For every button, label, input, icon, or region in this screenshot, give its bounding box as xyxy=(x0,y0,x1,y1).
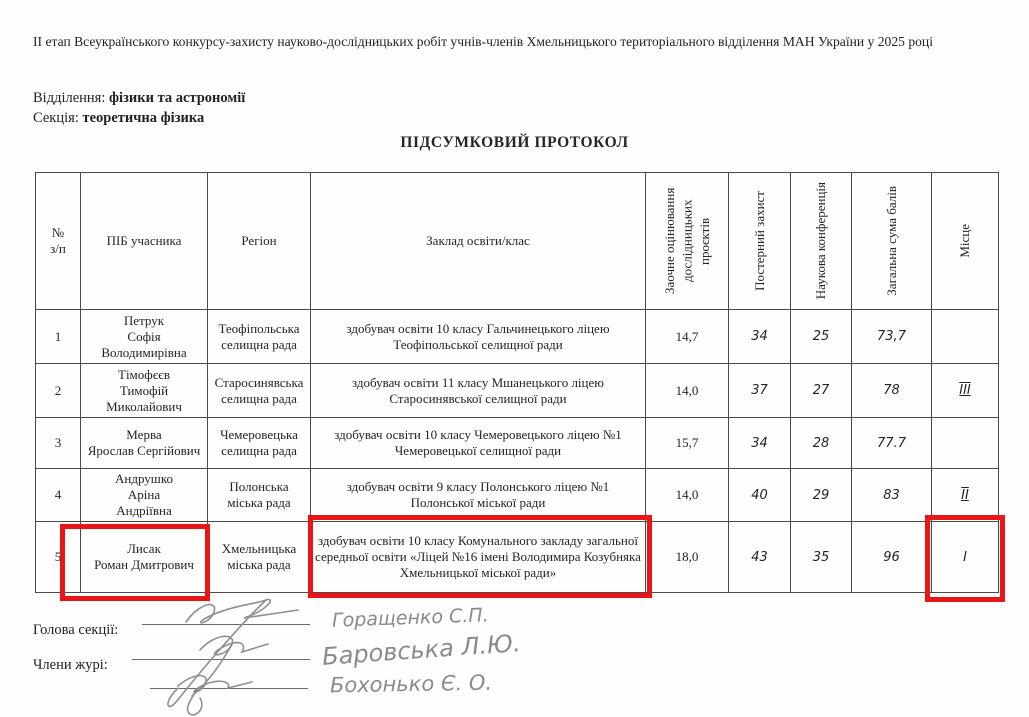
jury-members-label: Члени журі: xyxy=(33,657,108,673)
signature-scribble xyxy=(167,598,299,716)
cell-school: здобувач освіти 11 класу Мшанецького ліц… xyxy=(310,363,646,418)
protocol-title: ПІДСУМКОВИЙ ПРОТОКОЛ xyxy=(400,134,629,151)
section-line: Секція: теоретична фізика xyxy=(33,110,204,127)
cell-name: Тімофєєв Тимофій Миколайович xyxy=(80,363,208,418)
col-header-school: Заклад освіти/клас xyxy=(310,172,646,310)
col-header-region: Регіон xyxy=(207,172,311,310)
cell-name: Петрук Софія Володимирівна xyxy=(80,309,208,364)
cell-region: Старосинявська селищна рада xyxy=(207,363,311,418)
cell-total-score: 77.7 xyxy=(851,417,932,469)
cell-poster-score: 43 xyxy=(728,521,791,593)
cell-school: здобувач освіти 10 класу Чемеровецького … xyxy=(310,417,646,469)
cell-school: здобувач освіти 9 класу Полонського ліце… xyxy=(310,468,646,522)
cell-school: здобувач освіти 10 класу Комунального за… xyxy=(310,521,646,593)
highlight-box-winner-place xyxy=(925,515,1005,602)
division-value: фізики та астрономії xyxy=(109,90,246,106)
cell-num: 3 xyxy=(35,417,81,469)
cell-place xyxy=(931,417,999,469)
cell-remote-score: 14,7 xyxy=(645,309,729,364)
section-value: теоретична фізика xyxy=(82,110,205,126)
col-header-conference-score: Наукова конференція xyxy=(790,172,852,310)
signature-line xyxy=(142,624,310,625)
cell-conference-score: 28 xyxy=(790,417,852,469)
col-header-remote-score: Заочне оцінювання дослідницьких проєктів xyxy=(645,172,729,310)
cell-num: 1 xyxy=(35,309,81,364)
table-header-row: № з/п ПІБ учасника Регіон Заклад освіти/… xyxy=(35,172,999,310)
table-row: 3 Мерва Ярослав Сергійович Чемеровецька … xyxy=(35,417,999,469)
cell-place xyxy=(931,309,999,364)
signature-line xyxy=(132,659,310,660)
cell-conference-score: 29 xyxy=(790,468,852,522)
cell-remote-score: 14,0 xyxy=(645,468,729,522)
cell-name: Андрушко Аріна Андріївна xyxy=(80,468,208,522)
cell-region: Теофіпольська селищна рада xyxy=(207,309,311,364)
cell-poster-score: 37 xyxy=(728,363,791,418)
cell-total-score: 73,7 xyxy=(851,309,932,364)
table-row-winner: 5 Лисак Роман Дмитрович Хмельницька місь… xyxy=(35,521,999,593)
cell-remote-score: 18,0 xyxy=(645,521,729,593)
division-label: Відділення: xyxy=(33,90,106,106)
col-header-place: Місце xyxy=(931,172,999,310)
cell-region: Чемеровецька селищна рада xyxy=(207,417,311,469)
col-header-total-score: Загальна сума балів xyxy=(851,172,932,310)
cell-total-score: 96 xyxy=(851,521,932,593)
cell-place: ІІ xyxy=(931,468,999,522)
section-head-label: Голова секції: xyxy=(33,622,119,638)
cell-poster-score: 34 xyxy=(728,417,791,469)
cell-num: 5 xyxy=(35,521,81,593)
cell-region: Полонська міська рада xyxy=(207,468,311,522)
col-header-name: ПІБ учасника xyxy=(80,172,208,310)
cell-total-score: 78 xyxy=(851,363,932,418)
table-row: 4 Андрушко Аріна Андріївна Полонська міс… xyxy=(35,468,999,522)
section-label: Секція: xyxy=(33,110,79,126)
cell-conference-score: 27 xyxy=(790,363,852,418)
cell-place: І xyxy=(931,521,999,593)
col-header-num: № з/п xyxy=(35,172,81,310)
cell-school: здобувач освіти 10 класу Гальчинецького … xyxy=(310,309,646,364)
cell-poster-score: 34 xyxy=(728,309,791,364)
cell-conference-score: 25 xyxy=(790,309,852,364)
document-header: ІІ етап Всеукраїнського конкурсу-захисту… xyxy=(33,34,933,49)
cell-conference-score: 35 xyxy=(790,521,852,593)
cell-remote-score: 14,0 xyxy=(645,363,729,418)
cell-place: ІІІ xyxy=(931,363,999,418)
cell-name: Лисак Роман Дмитрович xyxy=(80,521,208,593)
cell-name: Мерва Ярослав Сергійович xyxy=(80,417,208,469)
cell-num: 2 xyxy=(35,363,81,418)
col-header-poster-score: Постерний захист xyxy=(728,172,791,310)
table-row: 1 Петрук Софія Володимирівна Теофіпольсь… xyxy=(35,309,999,364)
cell-total-score: 83 xyxy=(851,468,932,522)
cell-poster-score: 40 xyxy=(728,468,791,522)
cell-region: Хмельницька міська рада xyxy=(207,521,311,593)
highlight-box-winner-school xyxy=(308,515,652,598)
highlight-box-winner-name xyxy=(60,524,210,601)
results-table: № з/п ПІБ учасника Регіон Заклад освіти/… xyxy=(35,172,999,593)
division-line: Відділення: фізики та астрономії xyxy=(33,90,245,107)
table-row: 2 Тімофєєв Тимофій Миколайович Старосиня… xyxy=(35,363,999,418)
cell-remote-score: 15,7 xyxy=(645,417,729,469)
cell-num: 4 xyxy=(35,468,81,522)
